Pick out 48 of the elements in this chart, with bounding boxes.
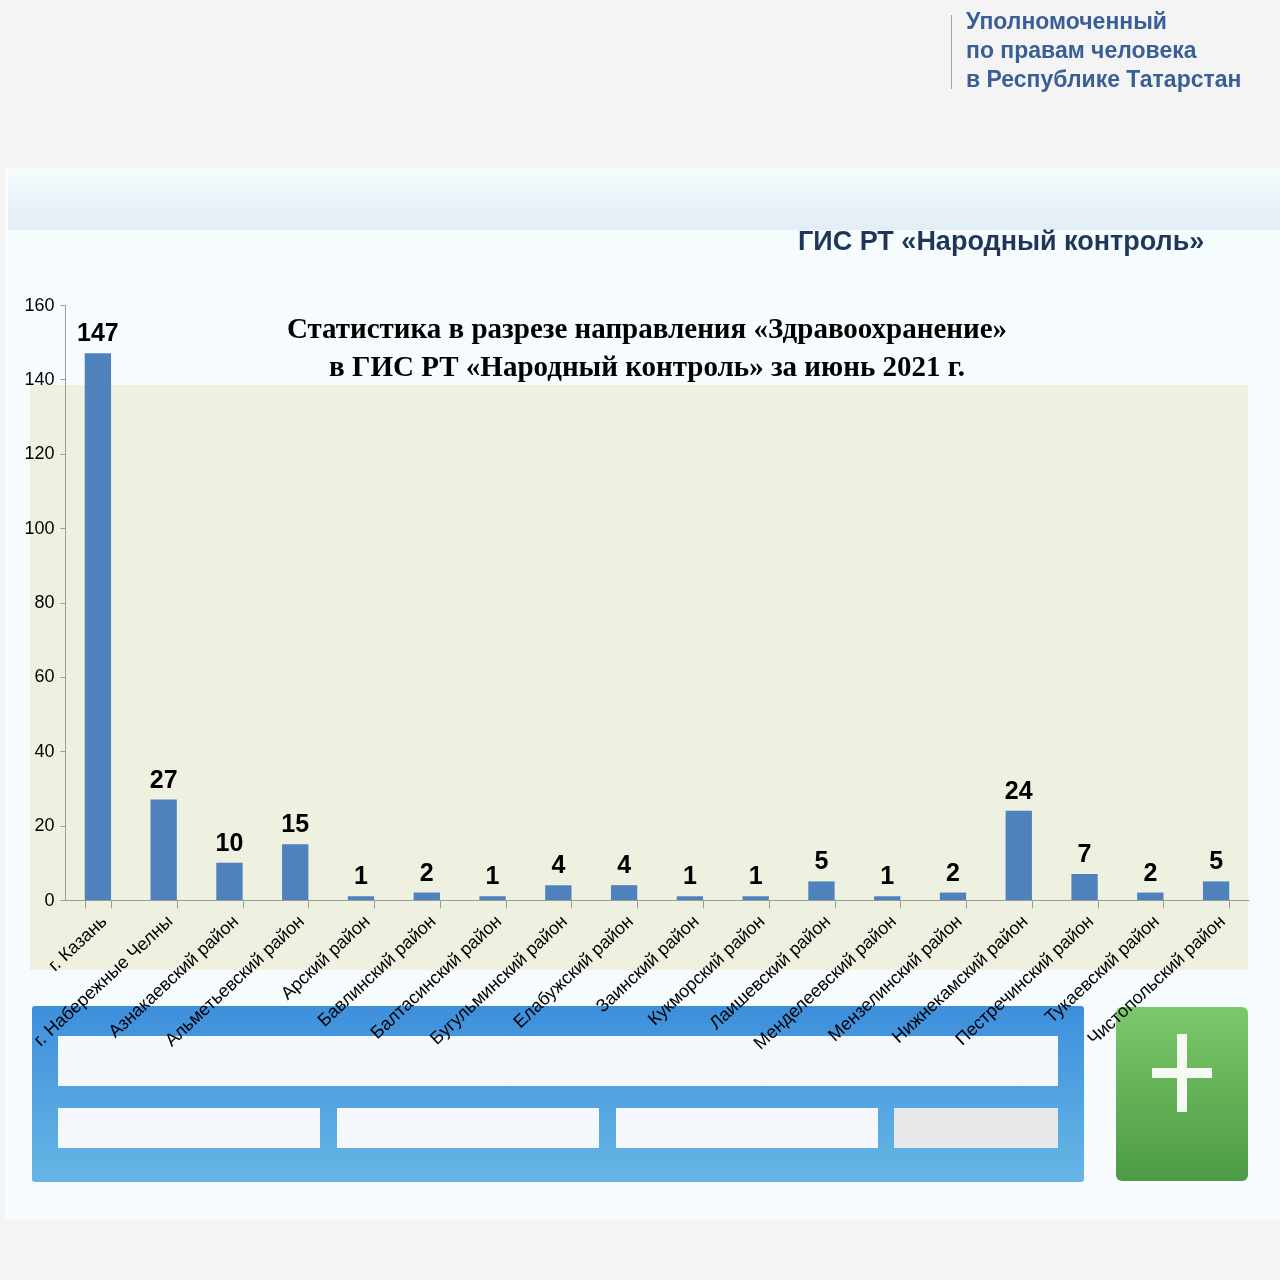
data-label: 1 [354, 861, 369, 890]
bar [676, 896, 704, 900]
y-tick-label: 120 [24, 443, 55, 464]
data-label: 1 [485, 861, 500, 890]
data-label: 15 [281, 809, 310, 838]
data-label: 1 [748, 861, 763, 890]
bar [150, 799, 177, 900]
y-tick-label: 60 [34, 666, 55, 687]
bar [282, 844, 309, 900]
y-tick-label: 0 [44, 889, 55, 910]
bar [808, 881, 835, 900]
bar [939, 892, 967, 900]
data-label: 1 [880, 861, 895, 890]
data-label: 27 [149, 764, 178, 793]
bar [1137, 892, 1164, 900]
data-label: 10 [215, 827, 244, 856]
data-label: 5 [814, 846, 829, 875]
bar [1071, 873, 1098, 900]
bar [347, 896, 375, 900]
bar [610, 885, 638, 900]
bar [742, 896, 769, 900]
data-label: 4 [551, 850, 566, 879]
data-label: 2 [1143, 857, 1158, 886]
data-label: 147 [77, 318, 119, 347]
y-tick-label: 140 [24, 368, 55, 389]
y-tick-label: 20 [34, 815, 55, 836]
bar [216, 862, 243, 900]
y-tick-label: 160 [24, 294, 55, 315]
data-label: 4 [617, 850, 632, 879]
bar [413, 892, 440, 900]
data-label: 2 [419, 857, 434, 886]
text: ГИС РТ «Народный контроль» [798, 225, 1205, 258]
bar [84, 353, 112, 900]
text: Статистика в разрезе направления «Здравоохранение» в ГИС РТ «Народный контроль» за июнь 2021 г. [286, 312, 1008, 382]
data-label: 2 [946, 857, 960, 886]
data-label: 1 [682, 861, 697, 890]
bar [1202, 881, 1230, 900]
bar [1005, 810, 1032, 900]
y-tick-label: 80 [34, 592, 55, 612]
y-tick-label: 40 [34, 740, 55, 761]
bar [545, 885, 572, 900]
text: Уполномоченный по правам человека в Республике Татарстан [966, 7, 1242, 94]
data-label: 5 [1209, 846, 1224, 875]
data-label: 24 [1004, 775, 1033, 804]
bar [479, 896, 506, 900]
bar [874, 896, 901, 900]
data-label: 7 [1077, 838, 1092, 867]
y-tick-label: 100 [24, 517, 55, 538]
